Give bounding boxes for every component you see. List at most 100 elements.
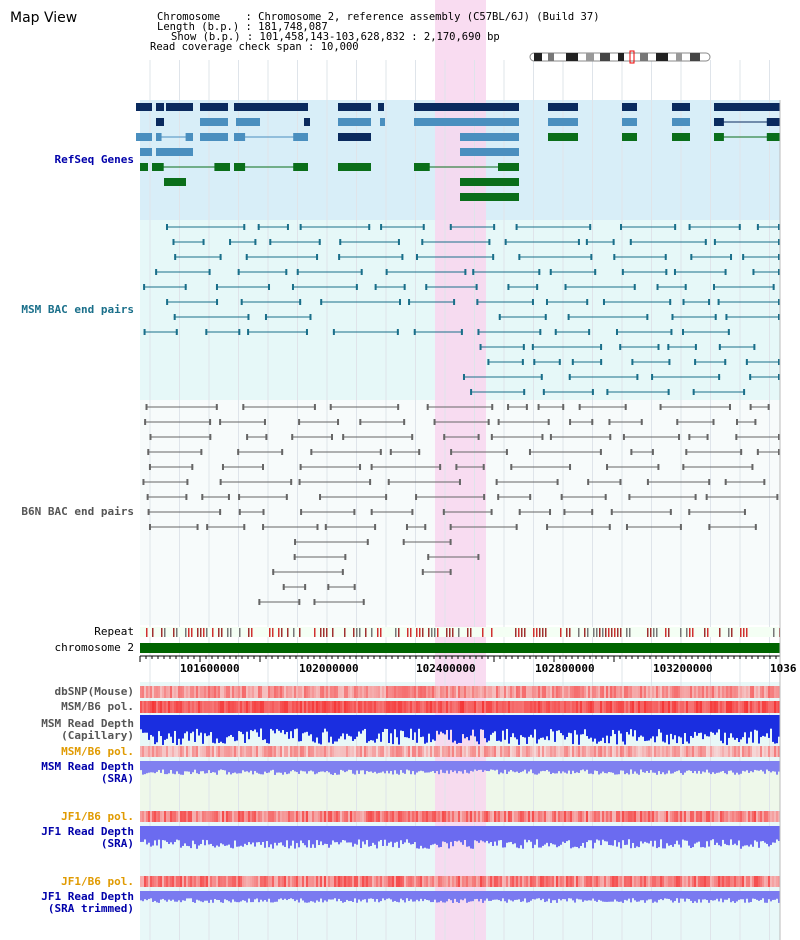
repeat-element: [185, 628, 187, 637]
depth-bar: [354, 826, 356, 844]
depth-bar: [258, 826, 260, 843]
track-label-repeat[interactable]: Repeat: [94, 625, 134, 638]
depth-bar: [400, 891, 402, 899]
depth-bar: [178, 715, 180, 739]
depth-bar: [596, 761, 598, 772]
heat-cell: [228, 876, 230, 887]
bac-end: [173, 314, 176, 320]
heat-cell: [470, 686, 472, 698]
heat-cell: [220, 686, 222, 698]
heat-cell: [416, 811, 418, 822]
heat-cell: [208, 876, 210, 887]
heat-cell: [574, 811, 576, 822]
depth-bar: [566, 826, 568, 842]
track-label-msm-depth-capillary[interactable]: MSM Read Depth: [41, 717, 134, 730]
depth-bar: [394, 891, 396, 901]
track-label-msm-depth-sra[interactable]: MSM Read Depth: [41, 760, 134, 773]
ruler-tick-label: 102000000: [299, 662, 359, 675]
bac-end: [708, 479, 711, 485]
heat-cell: [182, 686, 184, 698]
depth-bar: [276, 826, 278, 846]
heat-cell: [698, 686, 700, 698]
heat-cell: [354, 686, 356, 698]
bac-end: [738, 224, 741, 230]
heat-cell: [636, 746, 638, 757]
track-label-jf1-depth-trimmed[interactable]: JF1 Read Depth: [41, 890, 134, 903]
heat-cell: [506, 686, 508, 698]
heat-cell: [478, 701, 480, 713]
heat-cell: [194, 701, 196, 713]
heat-cell: [298, 811, 300, 822]
heat-cell: [234, 811, 236, 822]
depth-bar: [186, 715, 188, 732]
depth-bar: [148, 761, 150, 773]
depth-bar: [574, 826, 576, 847]
heat-cell: [306, 701, 308, 713]
bac-end: [238, 329, 241, 335]
depth-bar: [438, 891, 440, 903]
heat-cell: [772, 811, 774, 822]
track-label-jf1-depth-sra[interactable]: JF1 Read Depth: [41, 825, 134, 838]
gene-exon: [672, 133, 690, 141]
bac-end: [380, 224, 383, 230]
heat-cell: [294, 876, 296, 887]
heat-cell: [322, 746, 324, 757]
repeat-element: [599, 628, 601, 637]
heat-cell: [258, 686, 260, 698]
heat-cell: [546, 686, 548, 698]
heat-cell: [282, 686, 284, 698]
depth-bar: [286, 891, 288, 901]
depth-bar: [572, 891, 574, 901]
depth-bar: [582, 761, 584, 770]
heat-cell: [216, 811, 218, 822]
depth-bar: [716, 761, 718, 773]
heat-cell: [366, 701, 368, 713]
bac-end: [717, 299, 720, 305]
heat-cell: [564, 686, 566, 698]
heat-cell: [312, 686, 314, 698]
depth-bar: [348, 761, 350, 770]
heat-cell: [414, 811, 416, 822]
heat-cell: [504, 701, 506, 713]
bac-end: [418, 449, 421, 455]
heat-cell: [600, 701, 602, 713]
depth-bar: [606, 761, 608, 774]
depth-bar: [450, 826, 452, 842]
depth-bar: [582, 891, 584, 902]
track-label-msm-b6-pol-1[interactable]: MSM/B6 pol.: [61, 700, 134, 713]
heat-cell: [450, 686, 452, 698]
heat-cell: [720, 746, 722, 757]
track-label-jf1-b6-pol-1[interactable]: JF1/B6 pol.: [61, 810, 134, 823]
heat-cell: [370, 811, 372, 822]
heat-cell: [380, 701, 382, 713]
heat-cell: [558, 701, 560, 713]
depth-bar: [454, 761, 456, 771]
track-label-msm-bac[interactable]: MSM BAC end pairs: [21, 303, 134, 316]
track-label-b6n-bac[interactable]: B6N BAC end pairs: [21, 505, 134, 518]
heat-cell: [154, 876, 156, 887]
bac-end: [667, 389, 670, 395]
bac-end: [515, 524, 518, 530]
heat-cell: [460, 701, 462, 713]
heat-cell: [236, 701, 238, 713]
depth-bar: [346, 891, 348, 900]
heat-cell: [490, 701, 492, 713]
heat-cell: [148, 701, 150, 713]
heat-cell: [674, 746, 676, 757]
track-label-refseq[interactable]: RefSeq Genes: [54, 153, 134, 166]
heat-cell: [222, 811, 224, 822]
track-label-jf1-b6-pol-2[interactable]: JF1/B6 pol.: [61, 875, 134, 888]
track-label-dbsnp[interactable]: dbSNP(Mouse): [54, 685, 134, 698]
heat-cell: [146, 746, 148, 757]
depth-bar: [422, 826, 424, 849]
heat-cell: [320, 701, 322, 713]
repeat-element: [728, 628, 730, 637]
bac-end: [529, 494, 532, 500]
track-label-msm-b6-pol-2[interactable]: MSM/B6 pol.: [61, 745, 134, 758]
depth-bar: [274, 761, 276, 775]
bac-end: [359, 464, 362, 470]
heat-cell: [712, 686, 714, 698]
heat-cell: [354, 701, 356, 713]
heat-cell: [308, 701, 310, 713]
